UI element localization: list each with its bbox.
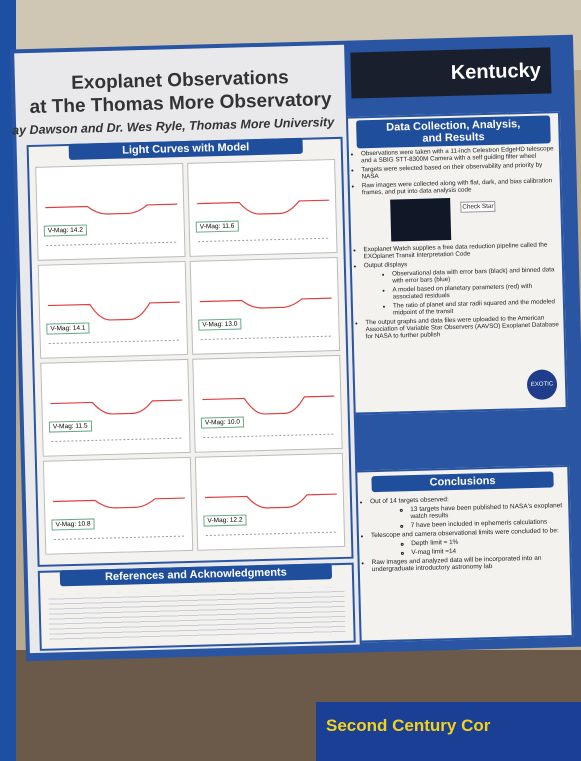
plot-grid: V-Mag: 14.2 V-Mag: 11.6 V-Mag: 14.1 V-Mag: … (35, 159, 345, 559)
section-title: Light Curves with Model (69, 138, 303, 160)
plot-drawing (44, 458, 192, 554)
plot-drawing (36, 164, 184, 260)
residual-line (206, 532, 338, 535)
poster: Exoplanet Observations at The Thomas Mor… (10, 35, 581, 662)
light-curve-plot: V-Mag: 14.2 (35, 163, 185, 261)
vmag-label: V-Mag: 14.2 (44, 225, 87, 237)
conclusions-box: Conclusions Out of 14 targets observed: … (355, 465, 573, 643)
bullet: Raw images and analyzed data will be inc… (372, 554, 570, 573)
references-box: References and Acknowledgments (38, 563, 356, 651)
residual-line (54, 536, 186, 539)
sub-list: Observational data with error bars (blac… (352, 266, 563, 317)
section-title: Data Collection, Analysis,and Results (356, 115, 551, 148)
plot-drawing (193, 356, 341, 452)
bullet-list: The output graphs and data files were up… (353, 314, 563, 340)
light-curve-plot: V-Mag: 13.0 (190, 257, 340, 355)
bullet: Raw images were collected along with fla… (362, 177, 560, 196)
section-title: References and Acknowledgments (60, 563, 332, 586)
bullet-list: Exoplanet Watch supplies a free data red… (351, 241, 562, 269)
vmag-label: V-Mag: 13.0 (198, 319, 241, 331)
vmag-label: V-Mag: 11.5 (49, 420, 92, 432)
star-image: Check Star (390, 198, 451, 242)
sub-bullet: 13 targets have been published to NASA's… (410, 502, 568, 520)
plot-drawing (188, 160, 336, 256)
sign: Second Century Cor (316, 702, 581, 761)
model-curve (200, 298, 332, 309)
plot-drawing (39, 262, 187, 358)
model-curve (45, 204, 177, 215)
light-curve-plot: V-Mag: 14.1 (38, 261, 188, 359)
residual-line (51, 438, 183, 441)
light-curve-plot: V-Mag: 12.2 (195, 453, 345, 551)
residual-line (203, 434, 335, 437)
vmag-label: V-Mag: 14.1 (46, 322, 89, 334)
model-curve (197, 200, 329, 215)
section-title: Conclusions (371, 471, 553, 492)
plot-drawing (41, 360, 189, 456)
data-collection-box: Data Collection, Analysis,and Results Ob… (346, 111, 568, 414)
residual-line (201, 336, 333, 339)
left-panel: Exoplanet Observations at The Thomas Mor… (14, 45, 360, 653)
exotic-logo: EXOTIC (527, 369, 558, 400)
model-curve (202, 396, 334, 415)
bullet-list: Observations were taken with a 11-inch C… (349, 145, 560, 196)
bullet: The output graphs and data files were up… (365, 314, 563, 340)
vmag-label: V-Mag: 10.8 (51, 518, 94, 530)
light-curve-plot: V-Mag: 10.8 (43, 457, 193, 555)
light-curve-plot: V-Mag: 10.0 (192, 355, 342, 453)
residual-line (198, 238, 330, 241)
plot-drawing (196, 454, 344, 550)
model-curve (53, 498, 185, 509)
model-curve (205, 494, 337, 509)
image-label: Check Star (460, 201, 495, 213)
page: Exoplanet Observations at The Thomas Mor… (0, 0, 581, 761)
residual-line (46, 242, 178, 245)
residual-line (49, 340, 181, 343)
reference-text (48, 587, 345, 643)
light-curve-plot: V-Mag: 11.5 (40, 359, 190, 457)
model-curve (50, 400, 182, 415)
kentucky-logo: Kentucky (350, 47, 551, 98)
title: Exoplanet Observations at The Thomas Mor… (15, 65, 346, 120)
light-curve-plot: V-Mag: 11.6 (187, 159, 337, 257)
model-curve (48, 302, 180, 321)
vmag-label: V-Mag: 12.2 (203, 514, 246, 526)
bullet-list: Out of 14 targets observed: 13 targets h… (358, 493, 570, 573)
vmag-label: V-Mag: 10.0 (201, 416, 244, 428)
plot-drawing (191, 258, 339, 354)
vmag-label: V-Mag: 11.6 (196, 221, 239, 233)
